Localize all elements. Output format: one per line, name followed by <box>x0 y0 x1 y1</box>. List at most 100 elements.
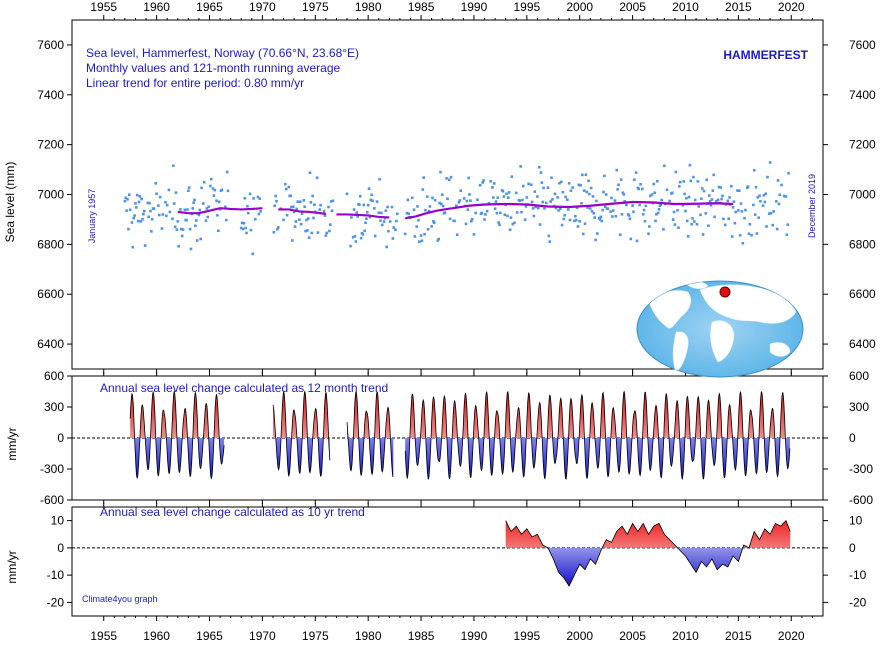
scatter-point <box>472 233 476 236</box>
scatter-point <box>586 206 589 209</box>
x-tick-label-bottom: 1995 <box>513 629 540 643</box>
scatter-point <box>176 220 180 223</box>
scatter-point <box>787 171 790 175</box>
scatter-point <box>224 218 228 222</box>
scatter-point <box>441 204 445 208</box>
scatter-point <box>358 203 361 206</box>
scatter-point <box>324 234 328 237</box>
x-tick-label-top: 1960 <box>143 0 170 14</box>
scatter-point <box>464 222 468 226</box>
scatter-point <box>299 222 303 226</box>
scatter-point <box>136 219 140 223</box>
x-tick-label-top: 1965 <box>196 0 223 14</box>
title-line-3: Linear trend for entire period: 0.80 mm/… <box>86 76 304 90</box>
scatter-point <box>300 212 304 216</box>
scatter-point <box>575 206 579 210</box>
scatter-point <box>328 223 332 226</box>
scatter-point <box>432 219 435 223</box>
scatter-point <box>380 223 384 227</box>
scatter-point <box>168 210 172 214</box>
scatter-point <box>205 207 209 210</box>
scatter-point <box>313 203 316 207</box>
scatter-point <box>691 217 694 220</box>
credit-label: Climate4you graph <box>82 594 158 604</box>
scatter-point <box>648 225 651 228</box>
scatter-point <box>534 205 537 209</box>
scatter-point <box>406 198 410 202</box>
scatter-point <box>386 205 389 209</box>
scatter-point <box>254 217 257 221</box>
scatter-point <box>413 235 417 238</box>
y-tick-label-left: 7200 <box>37 138 64 152</box>
scatter-point <box>643 219 647 223</box>
scatter-point <box>736 189 739 192</box>
scatter-point <box>704 212 708 215</box>
scatter-point <box>726 199 730 203</box>
scatter-point <box>209 184 212 188</box>
scatter-point <box>574 214 577 218</box>
scatter-point <box>421 188 425 191</box>
scatter-point <box>246 211 250 215</box>
scatter-point <box>614 214 618 218</box>
scatter-point <box>559 207 562 211</box>
panel-12month-title: Annual sea level change calculated as 12… <box>100 381 388 395</box>
scatter-point <box>748 222 752 226</box>
scatter-point <box>295 207 299 211</box>
scatter-point <box>183 208 187 212</box>
scatter-point <box>665 188 669 192</box>
scatter-point <box>648 194 652 198</box>
scatter-point <box>378 177 381 181</box>
scatter-point <box>618 233 622 236</box>
scatter-point <box>273 204 277 208</box>
scatter-point <box>197 213 201 217</box>
scatter-point <box>708 199 712 203</box>
x-tick-label-bottom: 1970 <box>249 629 276 643</box>
scatter-point <box>768 161 772 164</box>
scatter-point <box>467 176 470 180</box>
x-tick-label-bottom: 2000 <box>566 629 593 643</box>
scatter-point <box>185 218 188 222</box>
scatter-point <box>305 218 308 222</box>
scatter-point <box>753 213 757 216</box>
scatter-point <box>546 186 550 190</box>
scatter-point <box>754 185 758 189</box>
scatter-point <box>200 186 203 190</box>
scatter-point <box>743 216 746 220</box>
scatter-point <box>631 204 634 207</box>
scatter-point <box>440 193 444 196</box>
scatter-point <box>363 229 366 233</box>
scatter-point <box>600 219 604 223</box>
scatter-point <box>382 220 386 223</box>
scatter-point <box>619 178 623 181</box>
scatter-point <box>127 227 130 231</box>
scatter-point <box>525 196 529 199</box>
scatter-point <box>146 201 150 205</box>
scatter-point <box>443 211 447 214</box>
y-tick-label-right: 6600 <box>849 287 876 301</box>
y-tick-label-left: -300 <box>40 462 64 476</box>
scatter-point <box>683 192 686 196</box>
scatter-point <box>652 182 656 186</box>
scatter-point <box>542 186 545 190</box>
scatter-point <box>259 210 262 213</box>
scatter-point <box>365 211 369 214</box>
scatter-point <box>638 203 641 207</box>
y-tick-label-left: 7400 <box>37 88 64 102</box>
x-tick-label-top: 1955 <box>90 0 117 14</box>
scatter-point <box>506 214 509 218</box>
y-tick-label-left: 10 <box>51 514 65 528</box>
scatter-point <box>426 227 430 231</box>
y-tick-label-right: 0 <box>849 431 856 445</box>
scatter-point <box>478 183 482 187</box>
scatter-point <box>629 237 633 241</box>
scatter-point <box>331 199 335 203</box>
y-tick-label-right: -600 <box>849 493 873 507</box>
scatter-point <box>589 186 593 190</box>
scatter-point <box>722 217 725 221</box>
y-tick-label-right: 6800 <box>849 237 876 251</box>
y-tick-label-right: 0 <box>849 541 856 555</box>
scatter-point <box>507 196 510 199</box>
scatter-point <box>191 207 195 210</box>
scatter-point <box>499 211 502 215</box>
scatter-point <box>172 164 175 167</box>
